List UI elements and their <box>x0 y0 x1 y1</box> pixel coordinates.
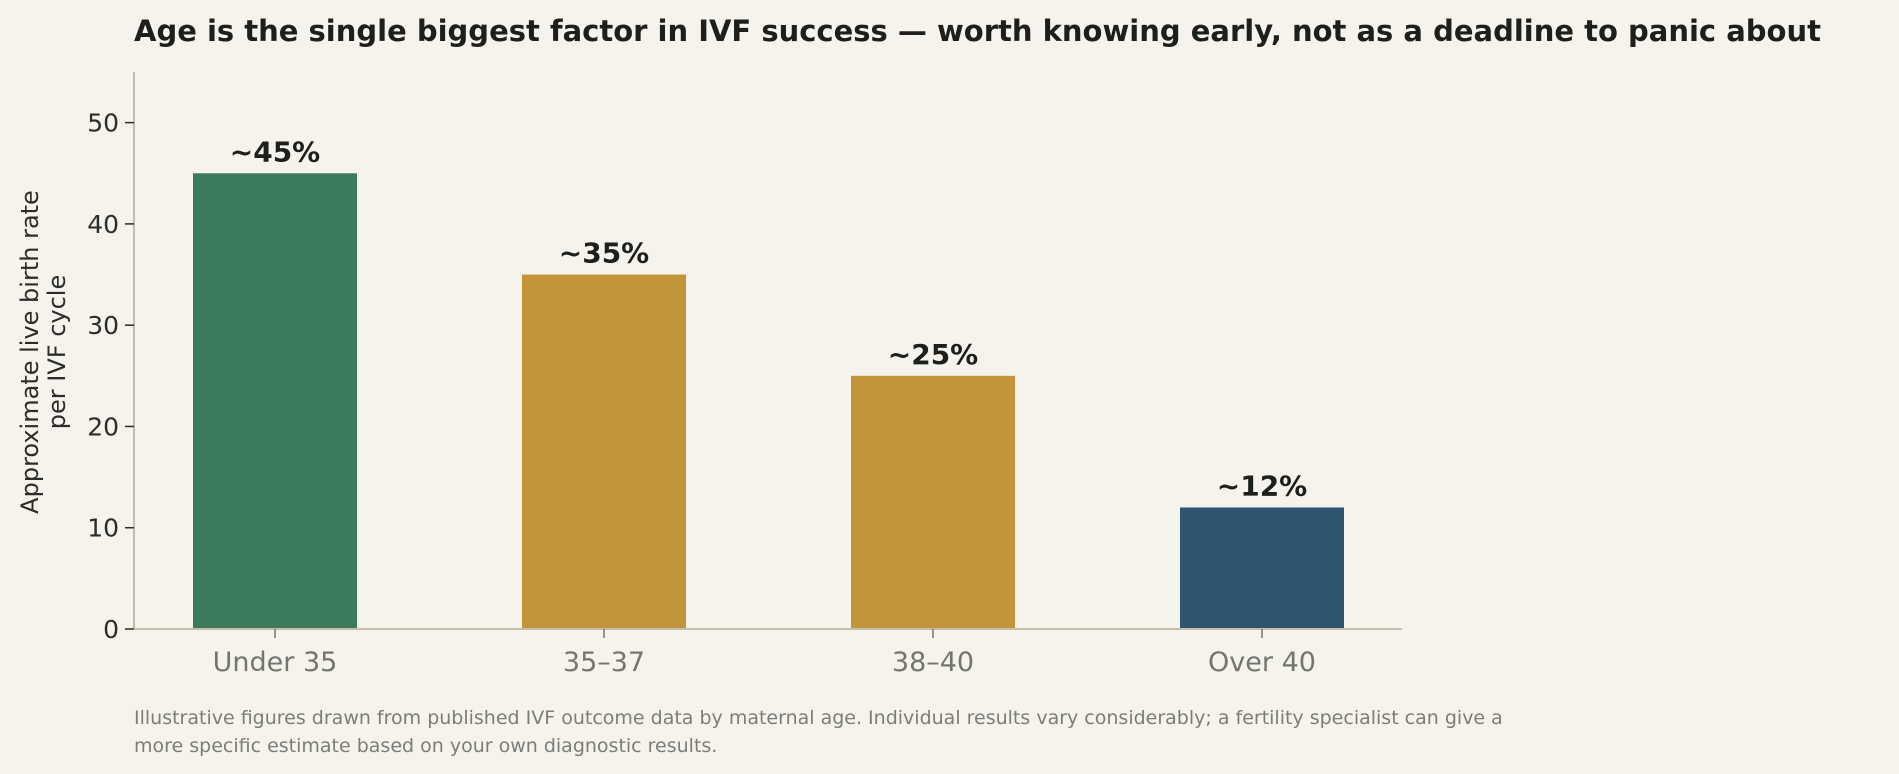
bar-0 <box>193 173 357 630</box>
data-label-1: ~35% <box>559 237 649 270</box>
y-axis-label-line-2: per IVF cycle <box>43 275 71 429</box>
y-tick-label-2: 20 <box>87 412 119 441</box>
bar-3 <box>1180 507 1344 629</box>
data-label-2: ~25% <box>888 338 978 371</box>
data-label-3: ~12% <box>1217 469 1307 502</box>
x-tick-label-3: Over 40 <box>1208 647 1316 678</box>
plot-area: 0 10 20 30 40 50 Under 35 ~45% 35–37 ~35% 38–40 ~25… <box>87 72 1402 678</box>
y-tick-label-3: 30 <box>87 311 119 340</box>
footnote-line-1: Illustrative figures drawn from publishe… <box>134 707 1503 729</box>
y-axis-label: Approximate live birth rate per IVF cycl… <box>16 190 71 514</box>
y-tick-label-1: 10 <box>87 514 119 543</box>
bar-2 <box>851 375 1015 629</box>
data-label-0: ~45% <box>230 135 320 168</box>
y-axis-label-line-1: Approximate live birth rate <box>16 190 44 514</box>
footnote: Illustrative figures drawn from publishe… <box>134 707 1503 757</box>
bar-1 <box>522 274 686 629</box>
x-tick-label-1: 35–37 <box>563 647 645 678</box>
x-tick-label-0: Under 35 <box>213 647 338 678</box>
chart-title: Age is the single biggest factor in IVF … <box>134 14 1821 48</box>
y-tick-label-0: 0 <box>103 615 119 644</box>
x-tick-label-2: 38–40 <box>892 647 974 678</box>
footnote-line-2: more specific estimate based on your own… <box>134 735 717 757</box>
y-tick-label-4: 40 <box>87 210 119 239</box>
y-tick-label-5: 50 <box>87 109 119 138</box>
